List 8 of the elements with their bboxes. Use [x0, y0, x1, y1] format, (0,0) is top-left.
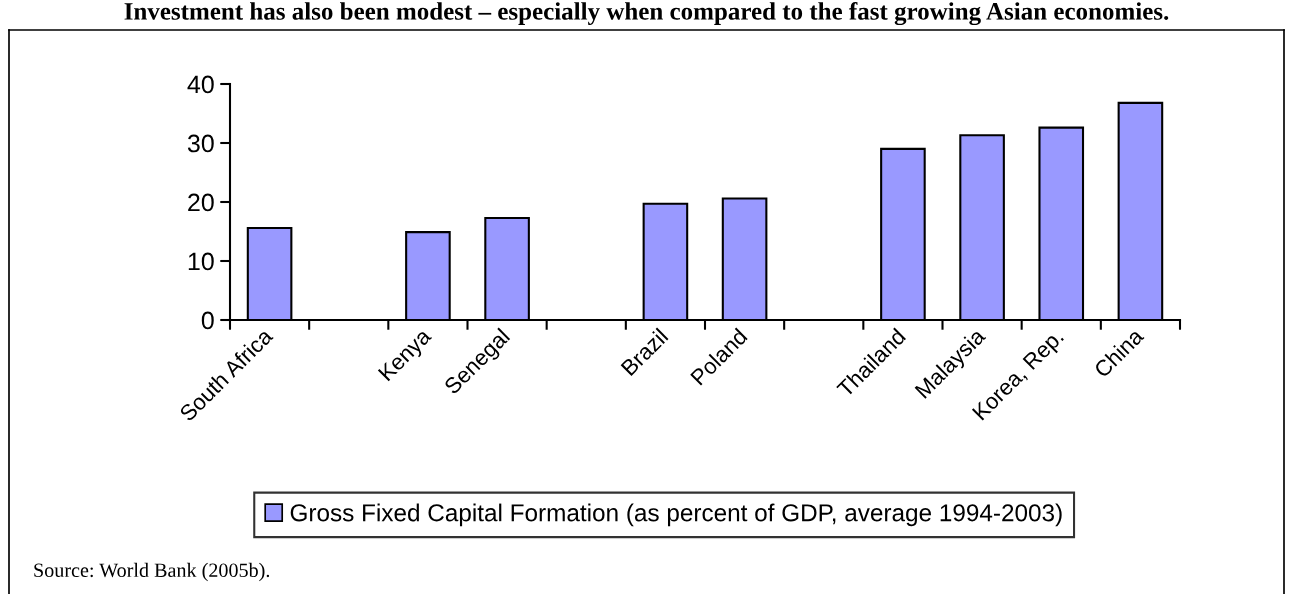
y-tick-label: 0	[201, 311, 214, 330]
y-tick-label: 10	[188, 252, 214, 271]
y-tick-label: 30	[187, 134, 214, 153]
legend-label: Gross Fixed Capital Formation (as percent of GDP, average 1994-2003)	[290, 503, 1062, 527]
y-tick-label: 20	[188, 193, 214, 212]
y-tick-label: 40	[187, 75, 214, 94]
chart-title: Investment has also been modest – especially when compared to the fast growing Asian economies.	[124, 2, 1169, 26]
source-note: Source: World Bank (2005b).	[34, 562, 270, 582]
